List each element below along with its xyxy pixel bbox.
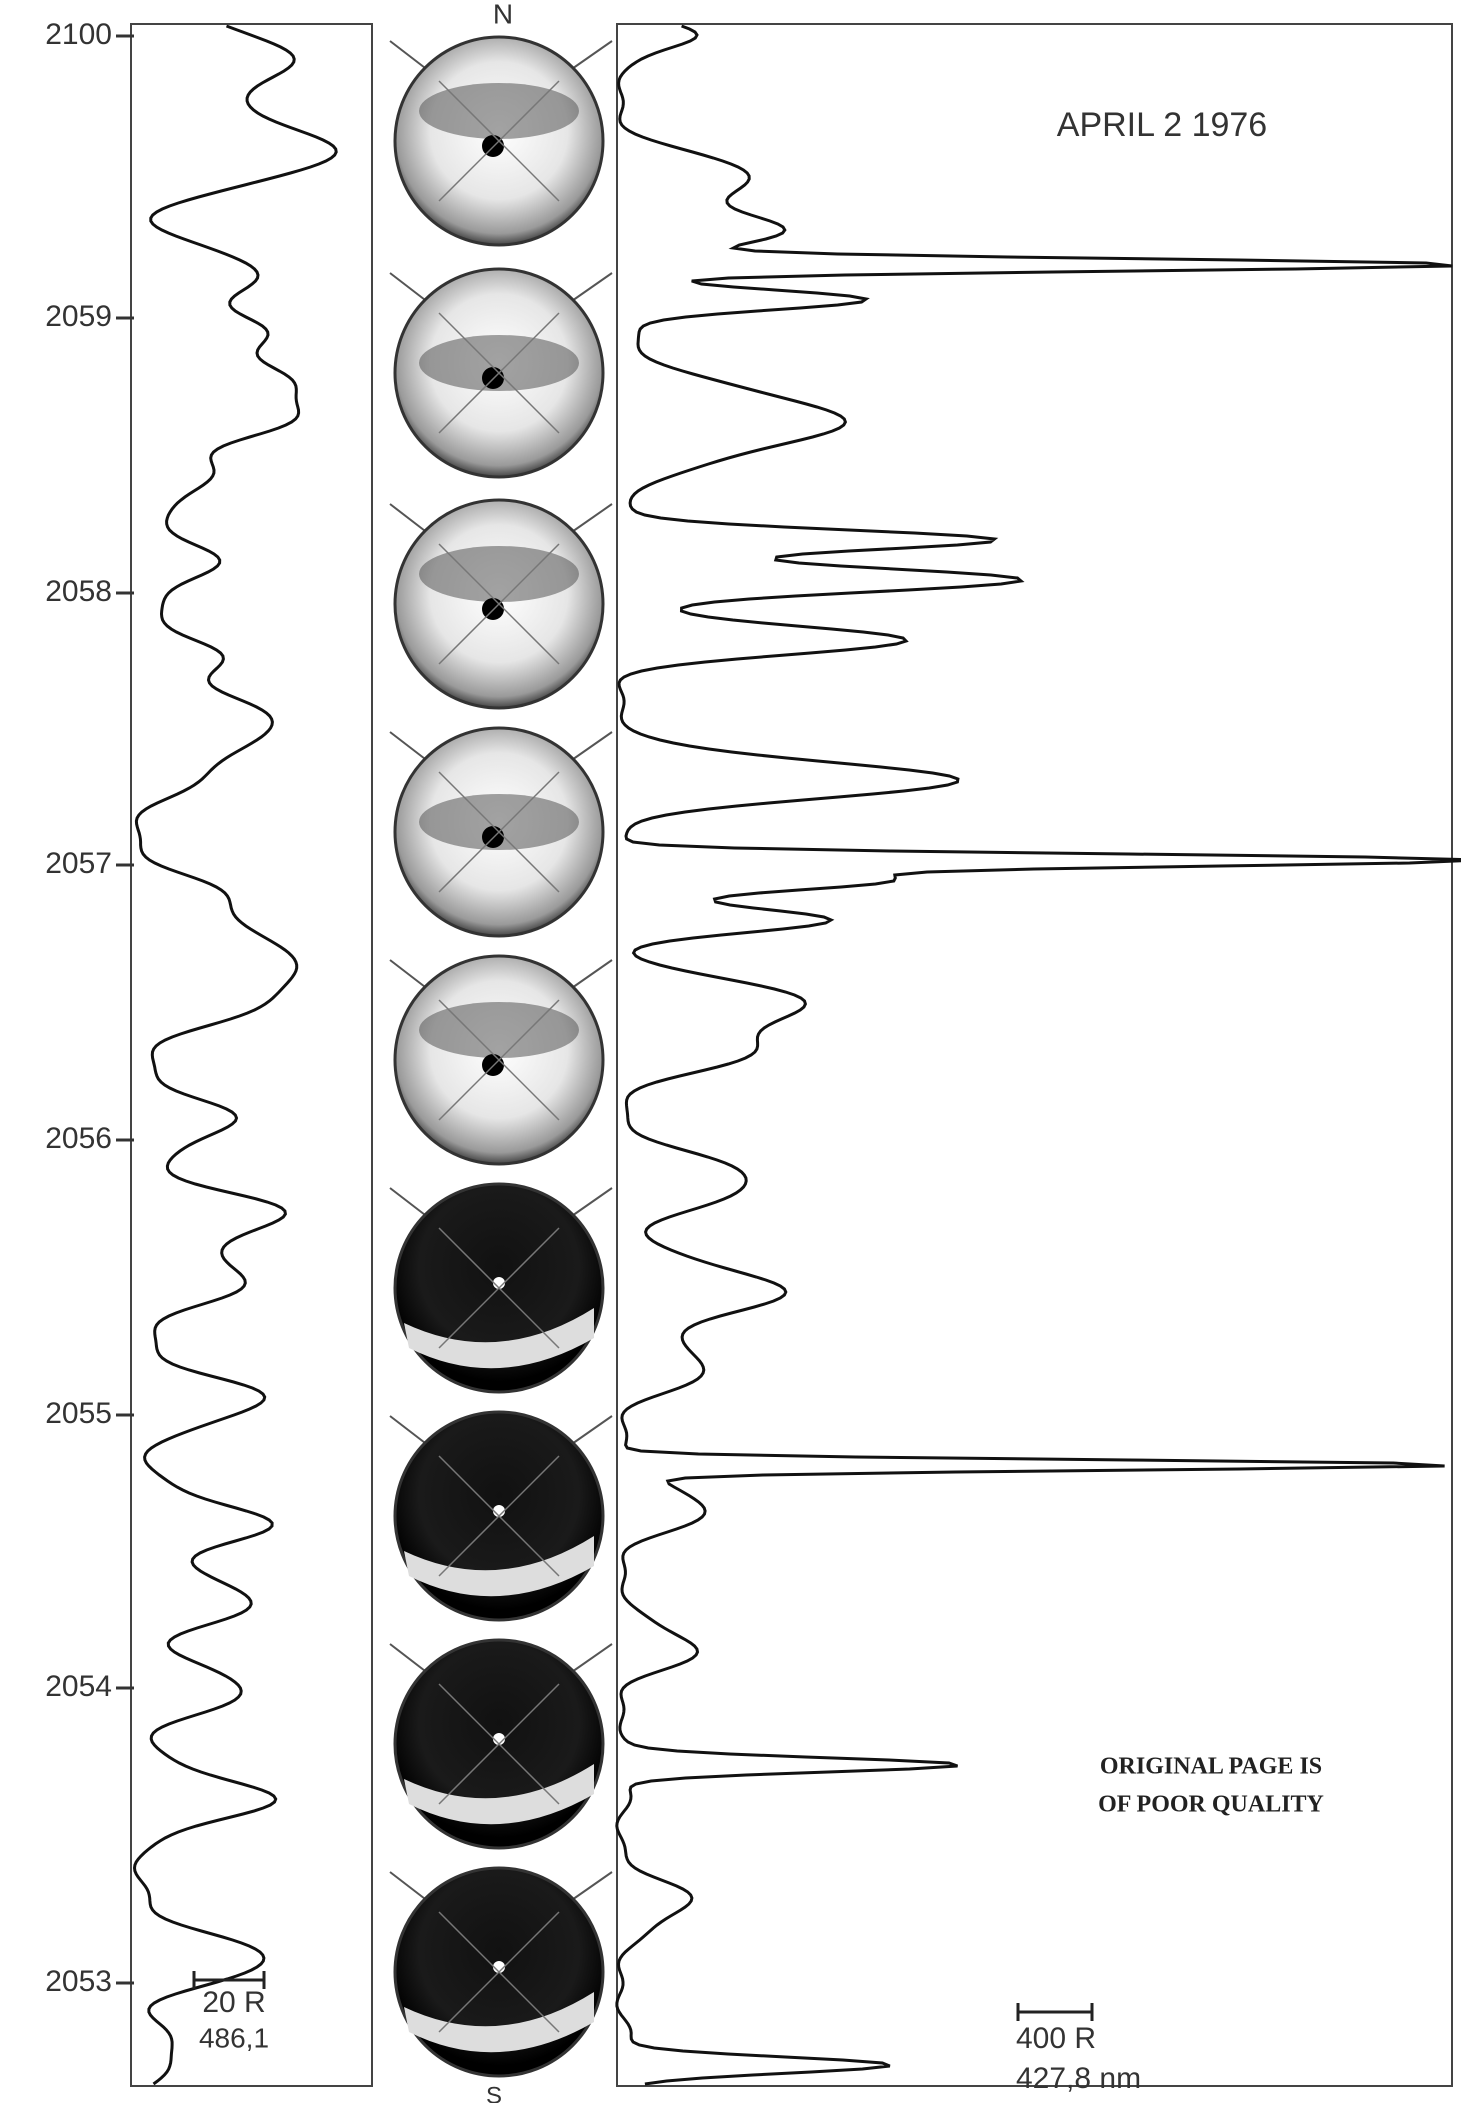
connector	[389, 1871, 430, 1903]
stamp-line: ORIGINAL PAGE IS	[1100, 1754, 1322, 1780]
connector	[568, 503, 613, 535]
time-label: 2053	[45, 1965, 112, 1998]
aurora-band	[419, 546, 579, 602]
connector	[389, 1415, 430, 1447]
meridian	[438, 543, 560, 665]
connector	[568, 272, 613, 304]
time-label: 2056	[45, 1122, 112, 1155]
scale-label: 20 R	[202, 1986, 265, 2019]
connector	[568, 1187, 613, 1219]
connector	[389, 40, 430, 72]
south-label: S	[486, 2082, 502, 2103]
connector	[389, 503, 430, 535]
stamp-line: OF POOR QUALITY	[1098, 1792, 1324, 1818]
aurora-band	[419, 83, 579, 139]
connector	[568, 1415, 613, 1447]
meridian	[438, 1227, 560, 1349]
time-label: 2054	[45, 1670, 112, 1703]
meridian	[438, 312, 560, 434]
connector	[389, 731, 430, 763]
trace-4278	[615, 24, 1461, 2086]
date-title: APRIL 2 1976	[1057, 106, 1267, 144]
connector	[389, 272, 430, 304]
connector	[389, 1643, 430, 1675]
wavelength-label: 427,8 nm	[1016, 2062, 1141, 2095]
aurora-arc	[404, 1764, 594, 1825]
wavelength-label: 486,1	[199, 2022, 269, 2053]
connector	[389, 959, 430, 991]
connector	[568, 1871, 613, 1903]
time-label: 2059	[45, 300, 112, 333]
connector	[568, 40, 613, 72]
meridian	[438, 1911, 560, 2033]
time-label: 2055	[45, 1397, 112, 1430]
aurora-band	[419, 335, 579, 391]
aurora-band	[419, 1002, 579, 1058]
all-sky-images	[389, 35, 613, 2078]
meridian	[438, 1455, 560, 1577]
meridian	[438, 80, 560, 202]
aurora-band	[419, 794, 579, 850]
north-label: N	[493, 0, 513, 29]
meridian	[438, 771, 560, 893]
aurora-arc	[404, 1308, 594, 1369]
scale-label: 400 R	[1016, 2022, 1096, 2055]
right-panel	[616, 23, 1453, 2087]
time-axis: 2100 2059 2058 2057 2056 2055 2054 2053	[45, 18, 134, 1998]
aurora-arc	[404, 1992, 594, 2053]
connector	[568, 731, 613, 763]
time-label: 2100	[45, 18, 112, 51]
meridian	[438, 1683, 560, 1805]
aurora-arc	[404, 1536, 594, 1597]
left-panel	[130, 23, 373, 2087]
time-label: 2057	[45, 847, 112, 880]
connector	[389, 1187, 430, 1219]
connector	[568, 959, 613, 991]
time-label: 2058	[45, 575, 112, 608]
trace-486	[132, 24, 338, 2086]
meridian	[438, 999, 560, 1121]
connector	[568, 1643, 613, 1675]
